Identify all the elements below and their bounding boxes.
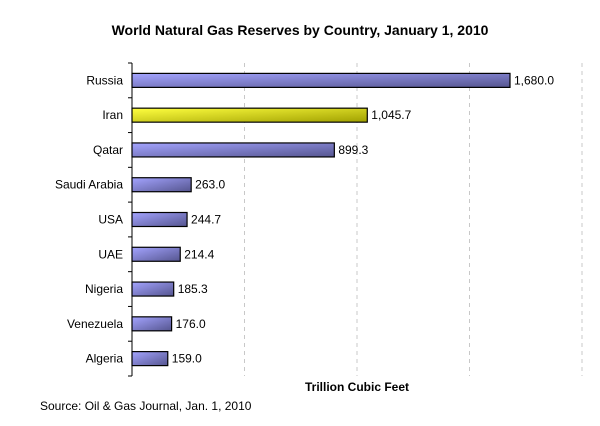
category-label: Qatar [93, 143, 123, 157]
data-label: 214.4 [184, 247, 214, 261]
category-label: USA [98, 213, 123, 227]
data-label: 244.7 [191, 213, 221, 227]
bar-usa [131, 211, 188, 228]
bar-saudi-arabia [131, 177, 192, 193]
data-label: 263.0 [195, 178, 225, 192]
category-label: UAE [98, 247, 123, 261]
category-label: Venezuela [67, 317, 123, 331]
x-axis-label: Trillion Cubic Feet [305, 380, 409, 394]
bar-qatar [131, 142, 335, 158]
bar-algeria [131, 351, 169, 367]
bar-nigeria [131, 281, 175, 297]
data-label: 899.3 [338, 143, 368, 157]
bar-russia [131, 72, 511, 88]
category-label: Iran [102, 108, 123, 122]
data-label: 159.0 [172, 352, 202, 366]
category-label: Russia [86, 73, 123, 87]
data-label: 185.3 [178, 282, 208, 296]
bar-venezuela [131, 316, 173, 332]
category-label: Algeria [86, 352, 124, 366]
bar-uae [131, 246, 181, 262]
chart-title: World Natural Gas Reserves by Country, J… [112, 22, 489, 38]
bar-iran [131, 107, 368, 123]
data-label: 1,680.0 [514, 73, 554, 87]
data-label: 1,045.7 [371, 108, 411, 122]
data-label: 176.0 [176, 317, 206, 331]
source-note: Source: Oil & Gas Journal, Jan. 1, 2010 [40, 399, 252, 413]
category-label: Saudi Arabia [55, 178, 123, 192]
category-label: Nigeria [85, 282, 123, 296]
